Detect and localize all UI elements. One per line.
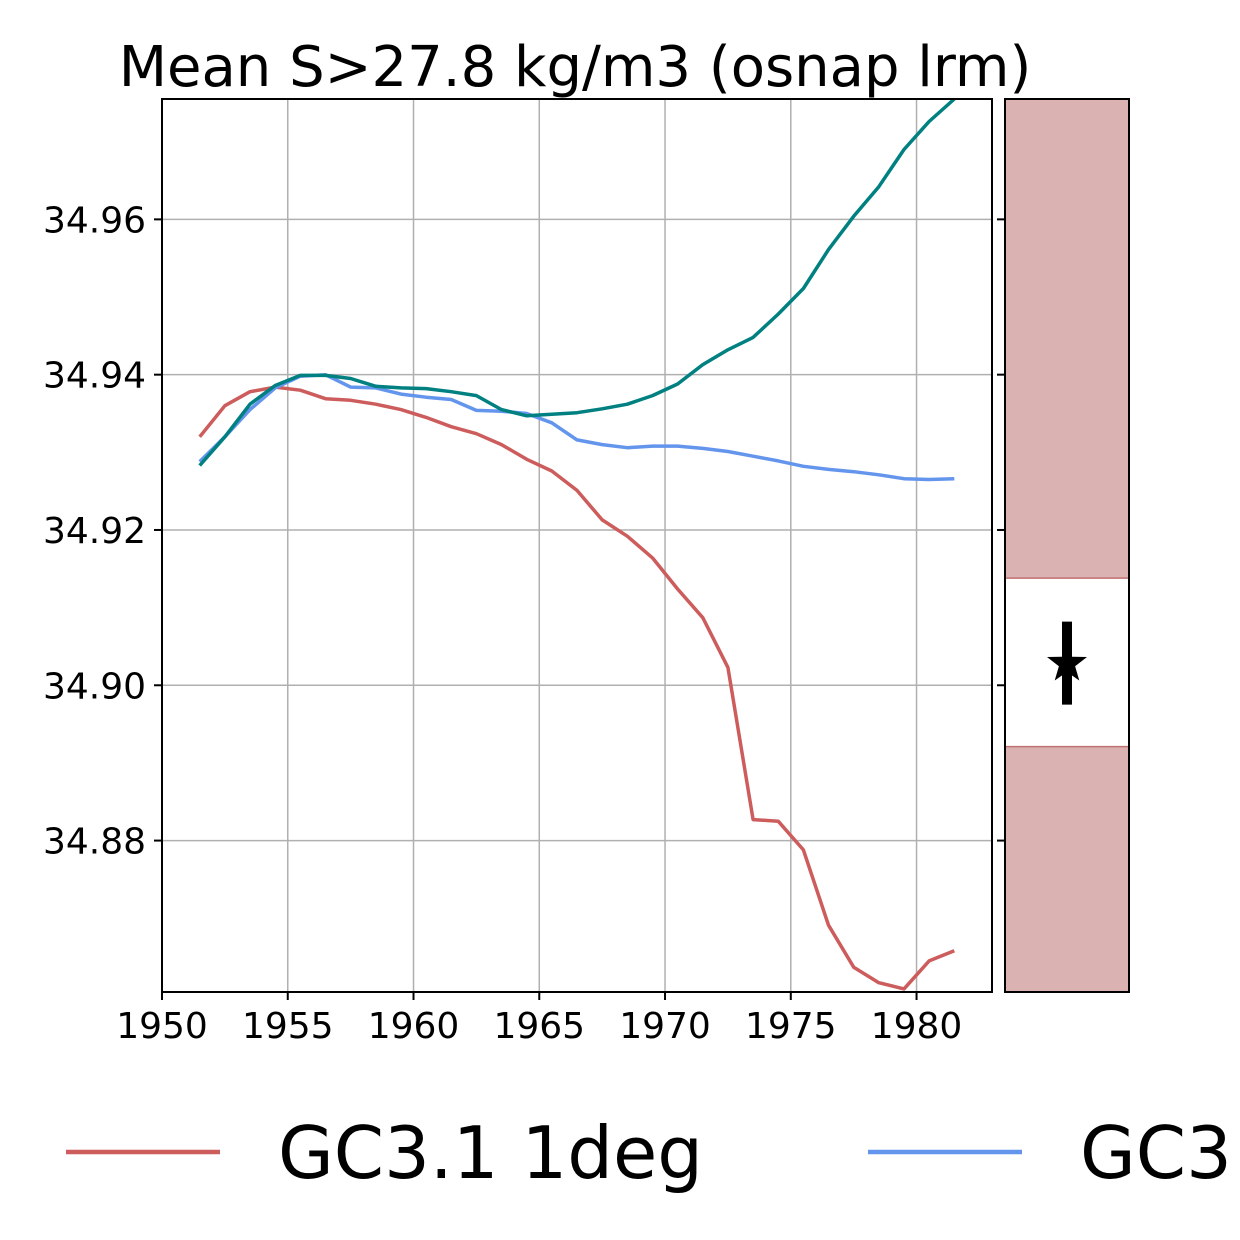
x-axis-ticks: 1950 1955 1960 1965 1970 1975 1980 bbox=[116, 992, 962, 1047]
side-panel-observation bbox=[1004, 98, 1130, 993]
grid-lines bbox=[161, 99, 992, 992]
main-plot-area: 1950 1955 1960 1965 1970 1975 1980 34.8834.903… bbox=[43, 97, 1005, 1047]
side-shade-lower bbox=[1005, 746, 1129, 992]
series-lines bbox=[198, 97, 956, 991]
series-line-series-3 bbox=[198, 97, 956, 467]
y-tick-label: 34.90 bbox=[43, 666, 146, 707]
y-tick-label: 34.94 bbox=[43, 356, 146, 397]
x-tick-label: 1955 bbox=[242, 1006, 334, 1047]
legend: GC3.1 1deg GC3 bbox=[66, 1111, 1232, 1195]
y-tick-label: 34.88 bbox=[43, 822, 146, 863]
x-tick-label: 1980 bbox=[871, 1006, 963, 1047]
chart-title: Mean S>27.8 kg/m3 (osnap lrm) bbox=[119, 35, 1032, 100]
legend-label-2: GC3 bbox=[1080, 1111, 1232, 1195]
x-tick-label: 1970 bbox=[619, 1006, 711, 1047]
x-tick-label: 1950 bbox=[116, 1006, 208, 1047]
y-axis-ticks: 34.88 34.90 34.92 34.94 34.96 bbox=[43, 200, 1005, 863]
plot-frame bbox=[161, 98, 993, 993]
legend-label-1: GC3.1 1deg bbox=[278, 1111, 703, 1195]
y-tick-label: 34.92 bbox=[43, 511, 146, 552]
x-tick-label: 1965 bbox=[493, 1006, 585, 1047]
series-line-gc3-1-1deg bbox=[198, 385, 955, 991]
side-panel-frame bbox=[1004, 98, 1130, 993]
observation-star-marker bbox=[1047, 642, 1087, 681]
series-line-gc3 bbox=[198, 372, 955, 482]
y-tick-label: 34.96 bbox=[43, 200, 146, 241]
x-tick-label: 1960 bbox=[368, 1006, 460, 1047]
side-shade-upper bbox=[1005, 99, 1129, 579]
x-tick-label: 1975 bbox=[745, 1006, 837, 1047]
